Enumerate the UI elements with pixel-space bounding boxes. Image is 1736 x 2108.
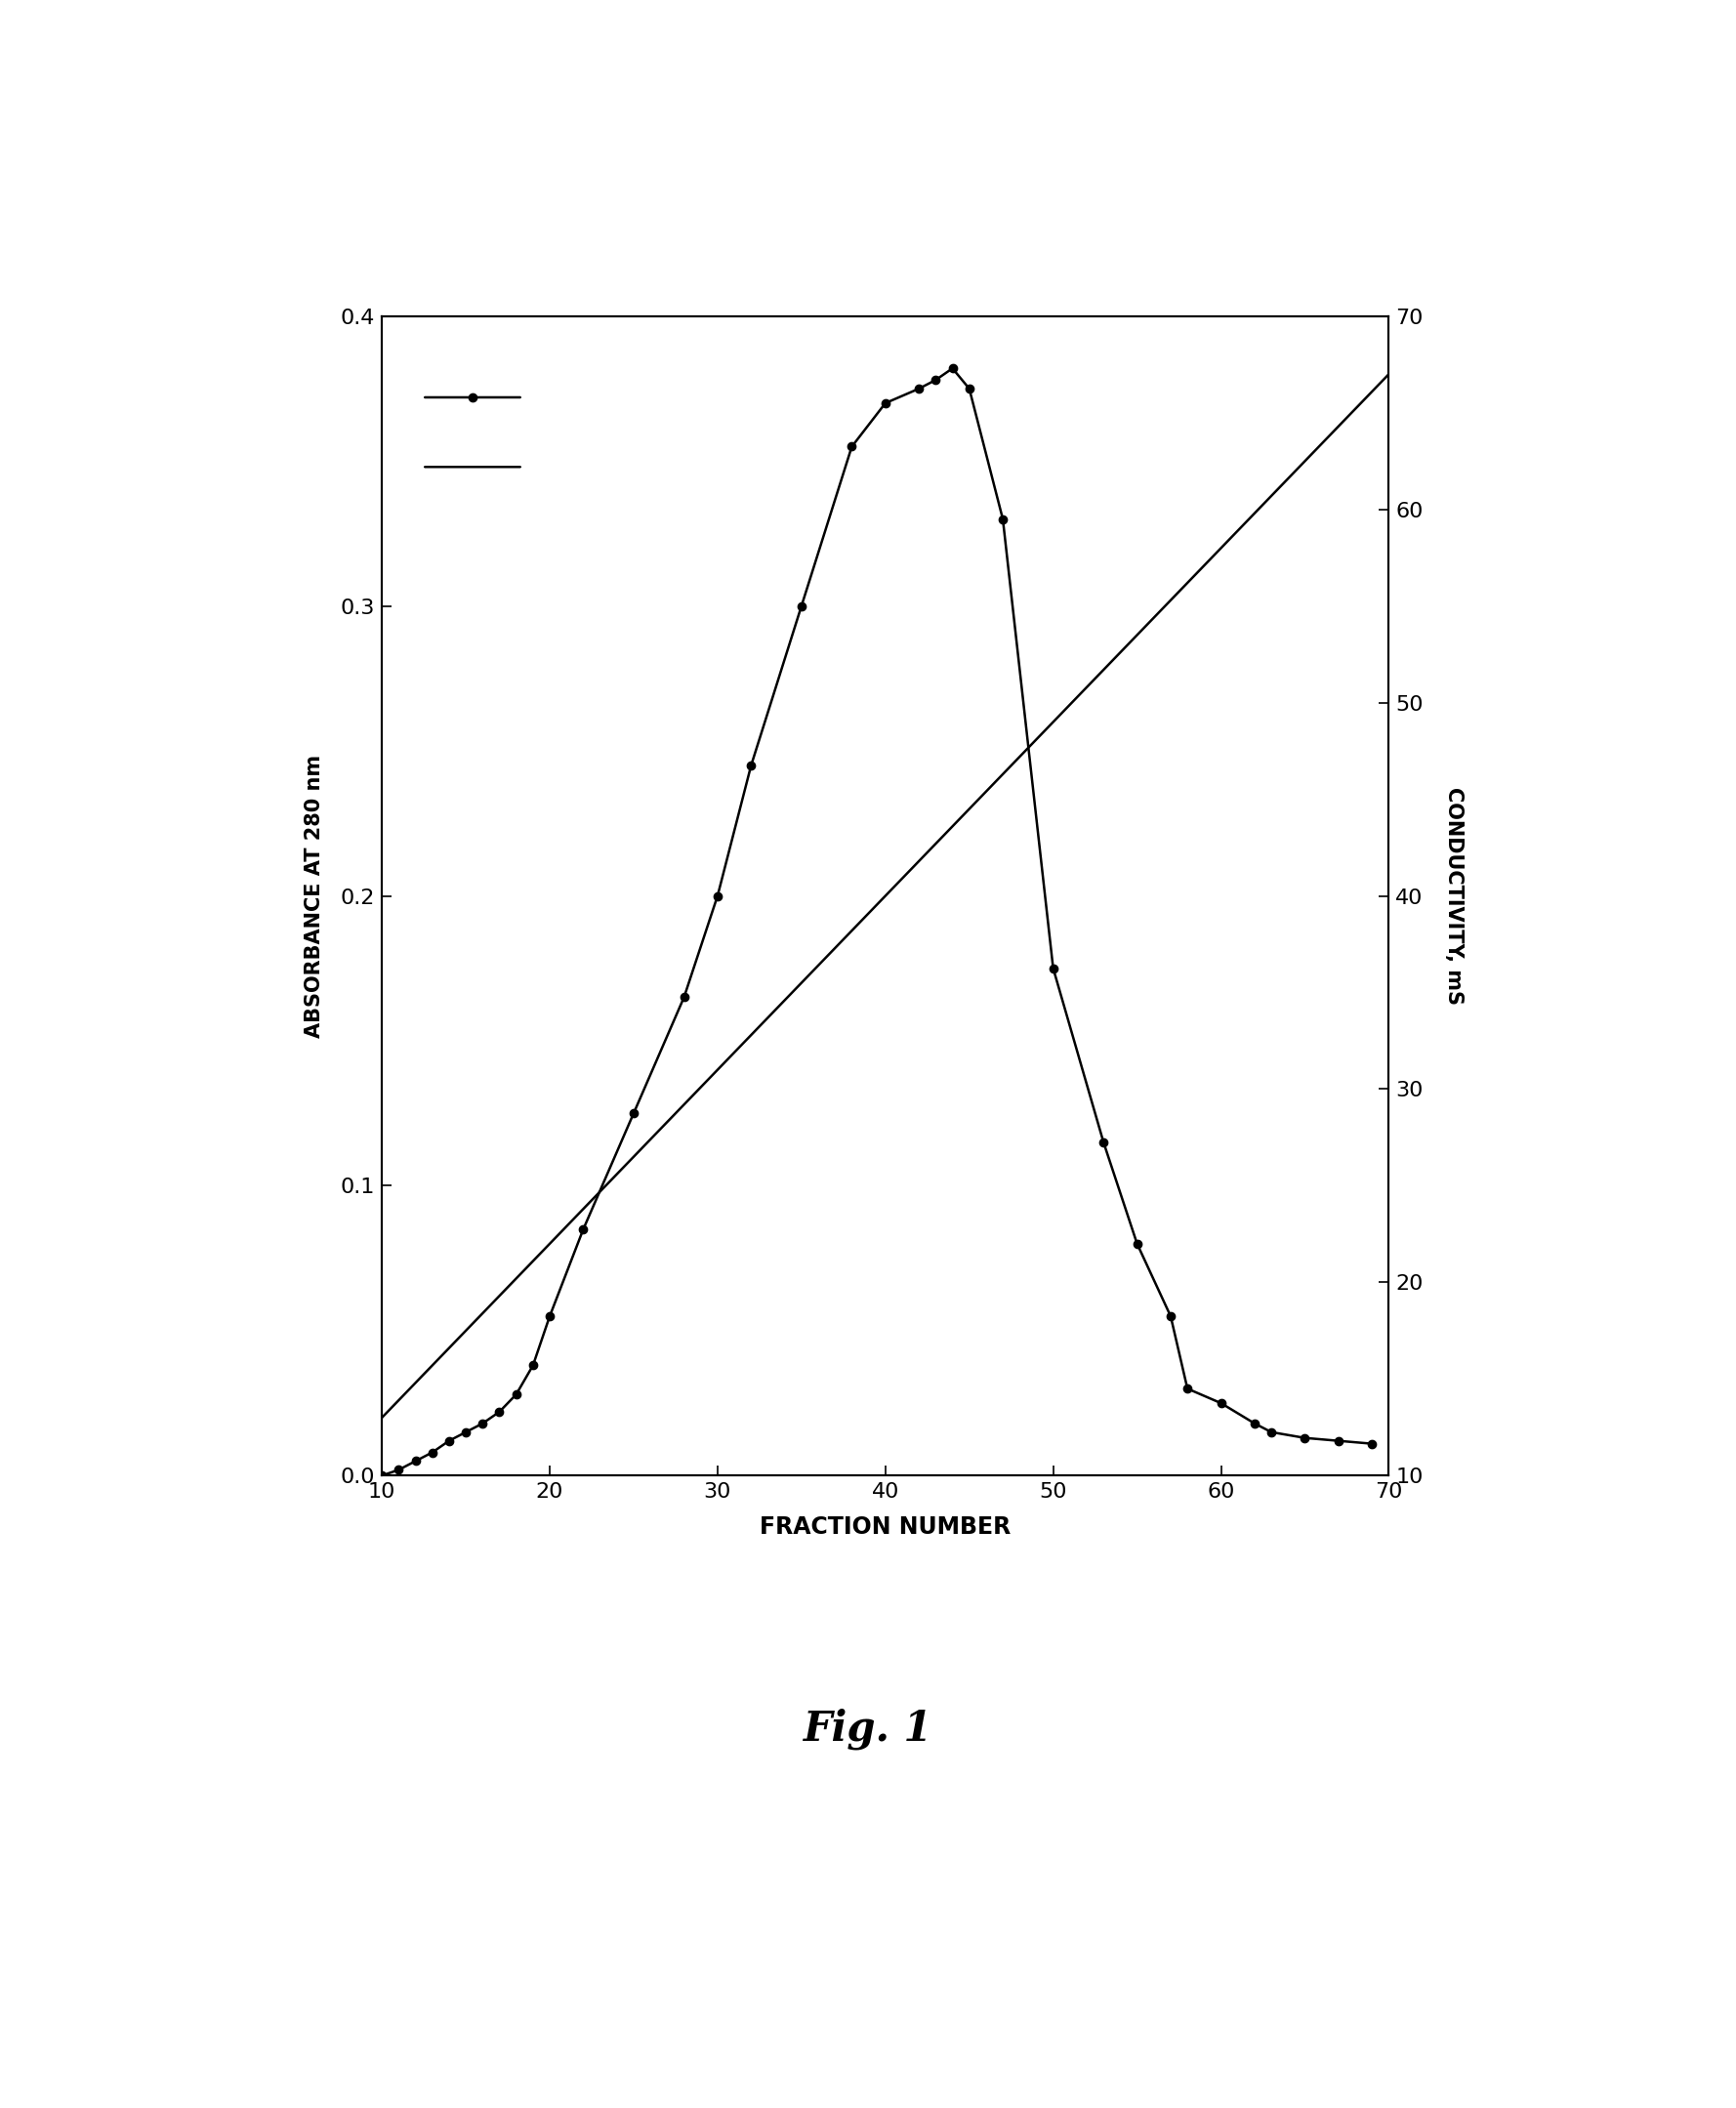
Y-axis label: CONDUCTIVITY, mS: CONDUCTIVITY, mS xyxy=(1444,786,1463,1006)
X-axis label: FRACTION NUMBER: FRACTION NUMBER xyxy=(760,1516,1010,1539)
Y-axis label: ABSORBANCE AT 280 nm: ABSORBANCE AT 280 nm xyxy=(306,755,325,1037)
Text: Fig. 1: Fig. 1 xyxy=(804,1707,932,1750)
